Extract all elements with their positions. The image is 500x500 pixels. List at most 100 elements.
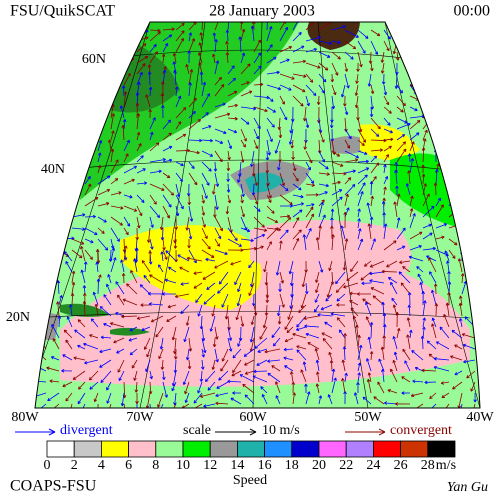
wind-arrow: [411, 350, 424, 361]
wind-arrow: [474, 115, 480, 130]
wind-arrow: [318, 161, 329, 170]
wind-arrow: [383, 164, 387, 174]
colorbar-swatch: [400, 440, 429, 458]
wind-arrow: [344, 193, 349, 207]
wind-arrow: [69, 29, 74, 39]
wind-arrow: [168, 403, 177, 408]
wind-arrow: [95, 261, 99, 273]
wind-arrow: [440, 381, 450, 385]
wind-arrow: [344, 128, 352, 140]
wind-arrow: [391, 297, 398, 306]
wind-arrow: [117, 294, 125, 306]
wind-arrow: [218, 271, 229, 285]
wind-arrow: [434, 303, 439, 317]
wind-arrow: [474, 249, 479, 262]
wind-arrow: [71, 104, 80, 119]
wind-arrow: [35, 121, 48, 130]
wind-arrow: [474, 91, 480, 108]
wind-arrow: [424, 380, 437, 385]
wind-arrow: [88, 370, 99, 381]
wind-arrow: [158, 348, 164, 360]
wind-arrow: [71, 170, 76, 185]
wind-arrow: [284, 315, 294, 330]
wind-arrow: [29, 185, 33, 195]
wind-arrow: [161, 292, 177, 296]
wind-arrow: [253, 227, 268, 232]
wind-arrow: [188, 172, 198, 186]
wind-arrow: [275, 260, 281, 276]
wind-arrow: [305, 161, 311, 171]
wind-arrow: [324, 321, 333, 328]
wind-arrow: [135, 247, 139, 262]
wind-arrow: [175, 194, 184, 210]
wind-arrow: [226, 172, 230, 182]
wind-arrow: [168, 266, 177, 273]
wind-arrow: [279, 214, 291, 219]
wind-arrow: [266, 44, 273, 53]
wind-arrow: [52, 338, 60, 350]
wind-arrow: [344, 158, 359, 163]
wind-arrow: [97, 152, 102, 163]
legend-divergent: divergent: [60, 423, 113, 438]
wind-arrow: [175, 107, 187, 119]
wind-arrow: [171, 381, 177, 392]
wind-arrow: [9, 271, 20, 274]
wind-arrow: [240, 63, 251, 75]
wind-arrow: [8, 277, 20, 283]
wind-arrow: [203, 293, 216, 305]
wind-arrow: [292, 73, 307, 78]
wind-arrow: [435, 104, 448, 109]
wind-arrow: [344, 207, 350, 218]
wind-arrow: [398, 271, 411, 284]
wind-arrow: [322, 338, 333, 350]
wind-arrow: [239, 374, 255, 383]
wind-arrow: [387, 277, 398, 284]
wind-arrow: [227, 337, 233, 352]
wind-arrow: [431, 317, 437, 328]
wind-arrow: [343, 211, 347, 229]
colorbar-swatch: [427, 440, 456, 458]
wind-arrow: [459, 29, 464, 41]
wind-arrow: [97, 68, 112, 75]
wind-arrow: [20, 161, 24, 173]
wind-arrow: [123, 403, 128, 408]
wind-arrow: [212, 32, 217, 42]
wind-arrow: [162, 43, 169, 53]
wind-arrow: [429, 271, 437, 284]
wind-arrow: [214, 102, 226, 108]
wind-arrow: [56, 145, 61, 163]
wind-arrow: [362, 396, 372, 405]
wind-arrow: [136, 168, 146, 174]
wind-arrow: [292, 59, 307, 64]
wind-arrow: [13, 261, 20, 265]
wind-arrow: [316, 95, 321, 105]
wind-arrow: [61, 369, 73, 373]
wind-arrow: [31, 171, 34, 184]
wind-arrow: [473, 138, 477, 152]
wind-arrow: [212, 53, 216, 64]
wind-arrow: [103, 323, 112, 328]
wind-arrow: [435, 204, 444, 218]
wind-arrow: [35, 152, 36, 163]
wind-arrow: [448, 249, 456, 259]
wind-arrow: [357, 139, 365, 146]
wind-arrow: [252, 375, 268, 383]
wind-arrow: [305, 47, 317, 53]
wind-arrow: [421, 51, 425, 65]
wind-arrow: [39, 275, 47, 284]
lon-label: 50W: [354, 410, 382, 425]
wind-arrow: [474, 164, 480, 174]
colorbar-tick-label: 26: [394, 458, 408, 473]
wind-arrow: [318, 260, 324, 273]
wind-arrow: [106, 392, 112, 404]
wind-arrow: [195, 293, 203, 303]
wind-arrow: [458, 403, 463, 408]
wind-arrow: [412, 379, 424, 384]
wind-arrow: [460, 138, 465, 152]
wind-arrow: [29, 338, 33, 349]
wind-arrow: [461, 109, 466, 119]
wind-arrow: [356, 62, 360, 72]
colorbar-swatch: [128, 440, 157, 458]
wind-arrow: [435, 136, 443, 152]
wind-arrow: [283, 347, 294, 352]
